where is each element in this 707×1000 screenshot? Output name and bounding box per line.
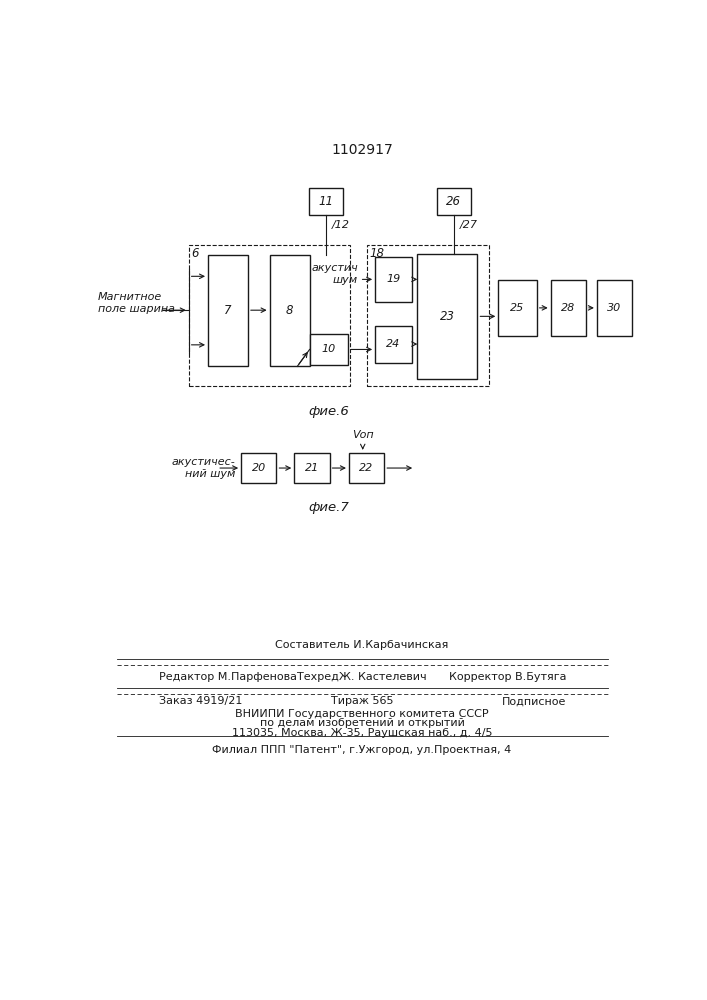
Bar [269,255,310,366]
Text: 7: 7 [224,304,232,317]
Text: 18: 18 [370,247,385,260]
Text: Подписное: Подписное [502,696,566,706]
Text: 113035, Москва, Ж-35, Раушская наб., д. 4/5: 113035, Москва, Ж-35, Раушская наб., д. … [232,728,492,738]
Text: 1102917: 1102917 [331,143,393,157]
Text: 26: 26 [446,195,461,208]
Text: /27: /27 [460,220,478,230]
Text: 8: 8 [286,304,293,317]
Text: 20: 20 [252,463,266,473]
Text: 11: 11 [318,195,333,208]
Text: фие.7: фие.7 [308,501,349,514]
Bar [349,453,385,483]
Text: /12: /12 [332,220,350,230]
Text: по делам изобретений и открытий: по делам изобретений и открытий [259,718,464,728]
Text: 23: 23 [440,310,455,323]
Bar [241,453,276,483]
Text: Vоп: Vоп [352,430,373,440]
Bar [417,254,477,379]
Text: 21: 21 [305,463,319,473]
Text: Корректор В.Бутяга: Корректор В.Бутяга [448,672,566,682]
Bar [551,280,586,336]
Bar [310,334,348,365]
Bar [597,280,632,336]
Text: 10: 10 [322,344,336,354]
Text: Составитель И.Карбачинская: Составитель И.Карбачинская [275,640,449,650]
Bar [498,280,537,336]
Bar [375,257,412,302]
Text: 22: 22 [359,463,374,473]
Text: 25: 25 [510,303,525,313]
Text: 24: 24 [387,339,401,349]
Text: акустичес-
ний шум: акустичес- ний шум [171,457,235,479]
Text: 28: 28 [561,303,575,313]
Text: Редактор М.Парфенова: Редактор М.Парфенова [160,672,298,682]
Text: Заказ 4919/21: Заказ 4919/21 [160,696,243,706]
Bar [294,453,329,483]
Bar [368,245,489,386]
Bar [189,245,351,386]
Text: 30: 30 [607,303,621,313]
Text: акустич
шум: акустич шум [311,263,358,285]
Text: Магнитное
поле шарина: Магнитное поле шарина [98,292,175,314]
Bar [309,188,343,215]
Text: 6: 6 [191,247,199,260]
Bar [375,326,412,363]
Text: фие.6: фие.6 [308,405,349,418]
Text: 19: 19 [387,274,401,284]
Text: Филиал ППП "Патент", г.Ужгород, ул.Проектная, 4: Филиал ППП "Патент", г.Ужгород, ул.Проек… [212,745,512,755]
Bar [208,255,248,366]
Text: Тираж 565: Тираж 565 [331,696,393,706]
Bar [437,188,471,215]
Text: ТехредЖ. Кастелевич: ТехредЖ. Кастелевич [297,672,427,682]
Text: ВНИИПИ Государственного комитета СССР: ВНИИПИ Государственного комитета СССР [235,709,489,719]
